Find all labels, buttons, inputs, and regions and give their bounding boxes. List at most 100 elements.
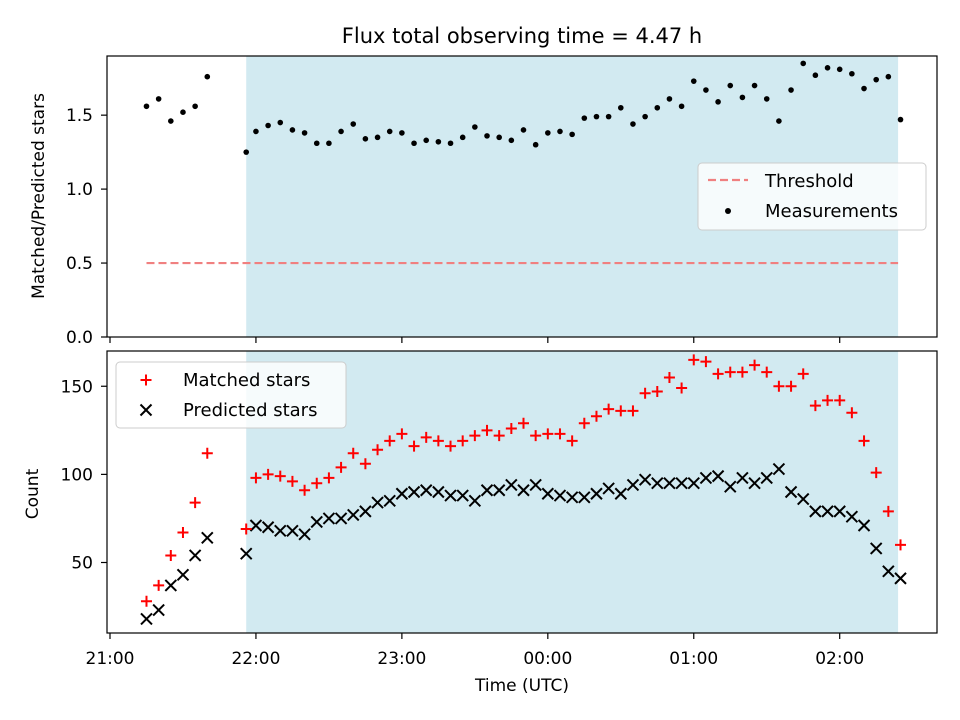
measurement-point bbox=[678, 103, 685, 110]
predicted-stars-point bbox=[529, 478, 542, 492]
predicted-stars-point bbox=[553, 489, 567, 502]
legend-matched-swatch bbox=[140, 374, 152, 386]
measurement-point bbox=[472, 124, 478, 130]
measurement-point bbox=[520, 127, 527, 133]
measurement-point bbox=[313, 140, 320, 147]
matched-stars-point bbox=[481, 424, 493, 436]
legend-predicted-swatch bbox=[139, 403, 153, 417]
chart-title: Flux total observing time = 4.47 h bbox=[342, 24, 702, 48]
x-tick-label: 00:00 bbox=[523, 649, 572, 669]
predicted-stars-point bbox=[565, 491, 579, 504]
predicted-stars-point bbox=[505, 478, 518, 492]
measurement-point bbox=[605, 113, 612, 120]
matched-stars-point bbox=[384, 435, 396, 447]
matched-stars-point bbox=[712, 368, 724, 380]
predicted-stars-point bbox=[383, 494, 396, 508]
predicted-stars-point bbox=[638, 473, 652, 486]
predicted-stars-point bbox=[201, 531, 214, 545]
predicted-stars-point bbox=[590, 487, 603, 500]
measurement-point bbox=[703, 87, 709, 93]
measurement-point bbox=[776, 118, 782, 124]
measurement-point bbox=[143, 103, 150, 110]
matched-stars-point bbox=[627, 405, 639, 417]
measurement-point bbox=[690, 78, 697, 84]
matched-stars-point bbox=[140, 595, 152, 607]
matched-stars-point bbox=[809, 400, 821, 412]
predicted-stars-point bbox=[240, 547, 253, 560]
matched-stars-point bbox=[457, 435, 469, 447]
predicted-stars-point bbox=[188, 549, 202, 562]
predicted-stars-point bbox=[894, 572, 907, 585]
matched-stars-point bbox=[189, 497, 201, 509]
matched-stars-point bbox=[700, 356, 712, 368]
matched-stars-point bbox=[469, 430, 481, 442]
predicted-stars-point bbox=[882, 565, 895, 578]
ratio-legend-box bbox=[697, 162, 927, 231]
measurement-point bbox=[243, 149, 250, 155]
matched-stars-point bbox=[603, 403, 615, 415]
measurement-point bbox=[192, 103, 198, 110]
predicted-stars-point bbox=[869, 542, 883, 555]
measurement-point bbox=[751, 82, 758, 89]
predicted-stars-point bbox=[261, 521, 275, 534]
matched-stars-point bbox=[323, 472, 335, 484]
ratio-legend: Threshold Measurements bbox=[697, 162, 927, 231]
predicted-stars-point bbox=[480, 484, 494, 497]
count-x-ticks: 21:00 22:00 23:00 00:00 01:00 02:00 bbox=[86, 633, 864, 669]
predicted-stars-point bbox=[517, 484, 530, 497]
predicted-stars-point bbox=[602, 482, 615, 495]
matched-stars-point bbox=[530, 430, 542, 442]
x-tick-label: 21:00 bbox=[86, 649, 135, 669]
legend-plus-marker bbox=[140, 374, 152, 386]
x-tick-label: 01:00 bbox=[669, 649, 718, 669]
predicted-stars-point bbox=[578, 491, 591, 504]
predicted-stars-point bbox=[395, 487, 409, 500]
y-tick-label: 150 bbox=[61, 377, 93, 397]
predicted-stars-point bbox=[249, 519, 263, 532]
measurement-point bbox=[484, 133, 490, 139]
measurement-point bbox=[362, 136, 369, 142]
predicted-stars-point bbox=[651, 476, 664, 490]
legend-measurements-swatch bbox=[725, 208, 731, 214]
matched-stars-point bbox=[882, 505, 894, 517]
y-tick-label: 100 bbox=[61, 465, 93, 485]
measurement-point bbox=[301, 130, 308, 136]
legend-matched-label: Matched stars bbox=[183, 370, 310, 391]
measurement-point bbox=[399, 130, 405, 136]
measurement-point bbox=[824, 65, 831, 71]
count-legend: Matched stars Predicted stars bbox=[115, 361, 347, 429]
measurement-point bbox=[204, 73, 211, 80]
matched-stars-point bbox=[724, 366, 736, 378]
ratio-axes-frame bbox=[106, 55, 938, 338]
x-tick-label: 02:00 bbox=[815, 649, 864, 669]
measurement-point bbox=[557, 128, 563, 135]
predicted-stars-point bbox=[748, 476, 761, 490]
matched-stars-point bbox=[335, 461, 347, 473]
measurement-point bbox=[277, 119, 284, 126]
matched-stars-point bbox=[299, 484, 311, 496]
measurement-point bbox=[168, 118, 174, 124]
predicted-stars-point bbox=[152, 603, 165, 617]
matched-stars-point bbox=[518, 417, 529, 429]
predicted-stars-point bbox=[687, 476, 700, 490]
matched-stars-point bbox=[240, 523, 252, 535]
matched-stars-point bbox=[445, 440, 457, 452]
measurement-point bbox=[849, 70, 855, 77]
ratio-x-ticks bbox=[109, 337, 841, 343]
predicted-stars-point bbox=[809, 505, 822, 518]
matched-stars-point bbox=[870, 467, 882, 479]
measurement-point bbox=[897, 116, 904, 123]
predicted-stars-point bbox=[432, 485, 445, 499]
predicted-stars-point bbox=[736, 471, 749, 485]
matched-stars-point bbox=[736, 366, 748, 378]
predicted-stars-point bbox=[419, 484, 433, 497]
matched-stars-point bbox=[408, 440, 420, 452]
measurement-point bbox=[569, 131, 575, 138]
matched-stars-point bbox=[177, 527, 189, 539]
predicted-stars-point bbox=[760, 471, 773, 485]
measurement-point bbox=[508, 137, 515, 144]
matched-stars-point bbox=[286, 475, 298, 487]
measurement-point bbox=[642, 113, 648, 120]
matched-stars-point bbox=[347, 447, 359, 459]
